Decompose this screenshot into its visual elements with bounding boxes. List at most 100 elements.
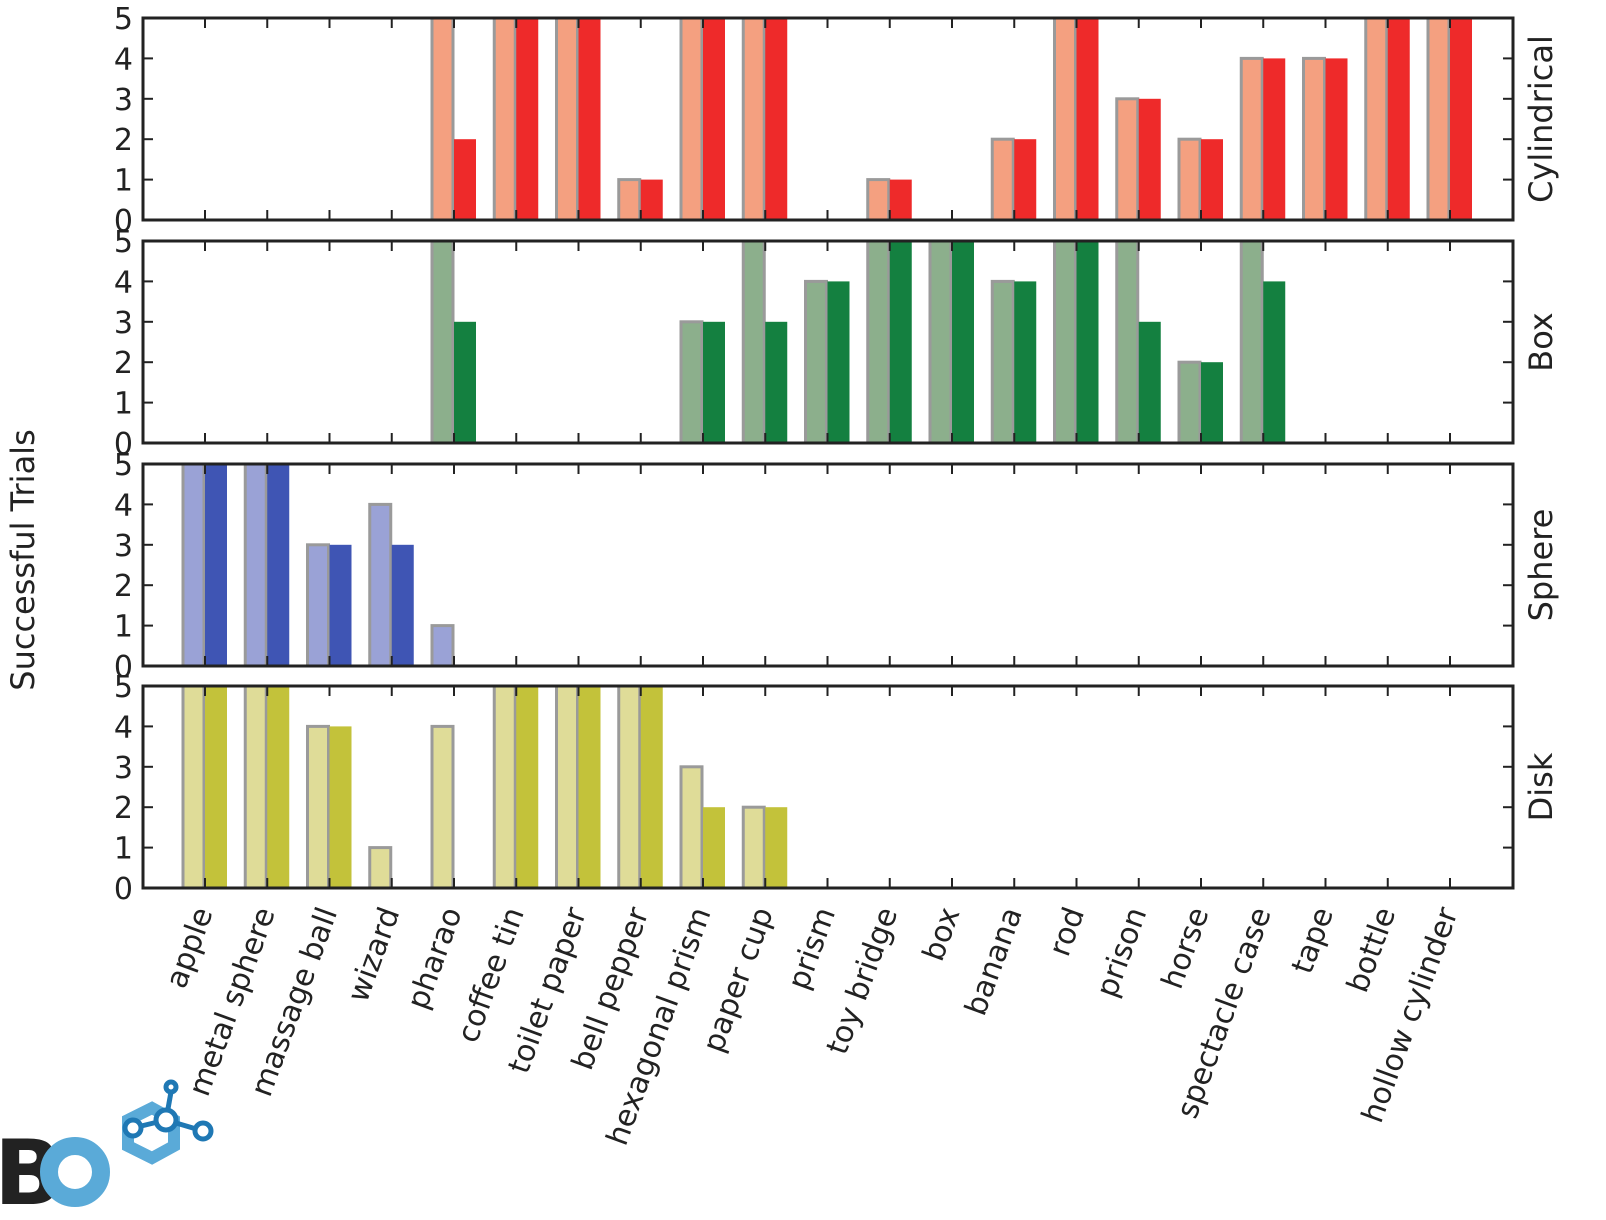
y-tick-label: 2 bbox=[114, 569, 133, 604]
bar-dark bbox=[1263, 281, 1286, 443]
bar-light bbox=[1053, 239, 1077, 445]
bar-light bbox=[430, 724, 455, 890]
bar-light bbox=[679, 16, 704, 222]
bar-light bbox=[617, 178, 642, 222]
bar-light bbox=[1239, 56, 1264, 222]
y-tick-label: 0 bbox=[114, 427, 133, 462]
panel-sphere: 0 1 2 3 4 5 Sphere bbox=[114, 448, 1560, 685]
bar-dark bbox=[952, 241, 974, 443]
category-label: pharao bbox=[401, 903, 470, 1014]
y-tick-label: 1 bbox=[114, 832, 133, 867]
panel-label: Box bbox=[1522, 312, 1560, 371]
panel-label: Cylindrical bbox=[1522, 35, 1560, 203]
y-tick-label: 1 bbox=[114, 610, 133, 645]
bar-light bbox=[181, 684, 206, 890]
panel-frame bbox=[141, 239, 1515, 445]
bar-light bbox=[555, 16, 579, 222]
bar-light bbox=[679, 765, 704, 890]
bar-dark bbox=[640, 686, 663, 888]
bar-light bbox=[1364, 16, 1389, 222]
logo-hexagon-icon bbox=[122, 1101, 180, 1165]
category-label: apple bbox=[159, 903, 220, 993]
logo-o-icon bbox=[40, 1137, 110, 1207]
y-tick-label: 0 bbox=[114, 872, 133, 907]
bar-dark bbox=[578, 686, 601, 888]
bar-dark bbox=[1201, 362, 1223, 443]
bar-dark bbox=[1263, 58, 1286, 221]
bar-light bbox=[679, 320, 704, 445]
bar-light bbox=[243, 462, 268, 668]
bar-light bbox=[430, 239, 455, 445]
bar-light bbox=[866, 239, 891, 445]
category-label: banana bbox=[958, 903, 1029, 1020]
bar-light bbox=[243, 684, 268, 890]
panel-label: Sphere bbox=[1522, 509, 1560, 622]
y-tick-label: 2 bbox=[114, 123, 133, 158]
bar-dark bbox=[205, 686, 227, 888]
bar-dark bbox=[889, 241, 912, 443]
bar-dark bbox=[454, 321, 476, 443]
bar-light bbox=[617, 684, 642, 890]
logo: B bbox=[0, 1079, 214, 1220]
bar-light bbox=[1239, 239, 1264, 445]
bar-dark bbox=[1201, 139, 1223, 220]
y-tick-label: 1 bbox=[114, 164, 133, 199]
bar-light bbox=[306, 724, 330, 890]
bar-light bbox=[990, 137, 1015, 222]
bar-dark bbox=[516, 686, 539, 888]
panel-frame bbox=[141, 462, 1515, 668]
bar-dark bbox=[1076, 18, 1099, 220]
bar-dark bbox=[205, 464, 227, 666]
bar-light bbox=[1115, 239, 1140, 445]
category-label: bottle bbox=[1340, 903, 1403, 997]
bar-dark bbox=[640, 179, 663, 220]
y-tick-label: 1 bbox=[114, 387, 133, 422]
bar-light bbox=[741, 239, 766, 445]
category-label: wizard bbox=[341, 903, 407, 1007]
category-label: prism bbox=[781, 903, 843, 994]
bar-dark bbox=[1014, 281, 1037, 443]
bar-dark bbox=[827, 281, 850, 443]
bar-light bbox=[1302, 56, 1326, 222]
y-tick-label: 0 bbox=[114, 204, 133, 239]
panel-frame bbox=[141, 684, 1515, 890]
y-tick-label: 5 bbox=[114, 670, 133, 705]
y-tick-label: 5 bbox=[114, 2, 133, 37]
panel-disk: 0 1 2 3 4 5 Disk bbox=[114, 670, 1560, 907]
bar-light bbox=[990, 279, 1015, 445]
y-tick-label: 5 bbox=[114, 225, 133, 260]
bar-light bbox=[1053, 16, 1077, 222]
y-tick-label: 4 bbox=[114, 488, 133, 523]
y-tick-label: 4 bbox=[114, 265, 133, 300]
category-label: horse bbox=[1155, 903, 1217, 994]
panel-cylindrical: 0 1 2 3 4 5 Cylindrical bbox=[114, 2, 1560, 239]
bar-light bbox=[555, 684, 579, 890]
bar-dark bbox=[889, 179, 912, 220]
bar-light bbox=[181, 462, 206, 668]
category-label: rod bbox=[1042, 903, 1092, 961]
y-tick-label: 0 bbox=[114, 650, 133, 685]
y-tick-label: 3 bbox=[114, 306, 133, 341]
bar-dark bbox=[1138, 321, 1161, 443]
category-label: tape bbox=[1285, 903, 1341, 979]
bar-dark bbox=[516, 18, 539, 220]
bar-light bbox=[306, 543, 330, 668]
bar-dark bbox=[578, 18, 601, 220]
bar-light bbox=[492, 16, 517, 222]
bar-light bbox=[1177, 137, 1202, 222]
bar-dark bbox=[703, 321, 725, 443]
y-tick-label: 2 bbox=[114, 346, 133, 381]
y-tick-label: 4 bbox=[114, 710, 133, 745]
y-tick-label: 3 bbox=[114, 529, 133, 564]
bar-dark bbox=[1076, 241, 1099, 443]
bar-dark bbox=[765, 18, 788, 220]
y-tick-label: 4 bbox=[114, 42, 133, 77]
bar-light bbox=[866, 178, 891, 222]
category-label: box bbox=[916, 903, 967, 966]
y-tick-label: 2 bbox=[114, 791, 133, 826]
bar-dark bbox=[1450, 18, 1472, 220]
chart-panels: 0 1 2 3 4 5 Cylindrical 0 1 2 3 4 5 Box 0 1 2 3 4 5 Sphere 0 1… bbox=[114, 2, 1560, 907]
bar-light bbox=[741, 805, 766, 890]
